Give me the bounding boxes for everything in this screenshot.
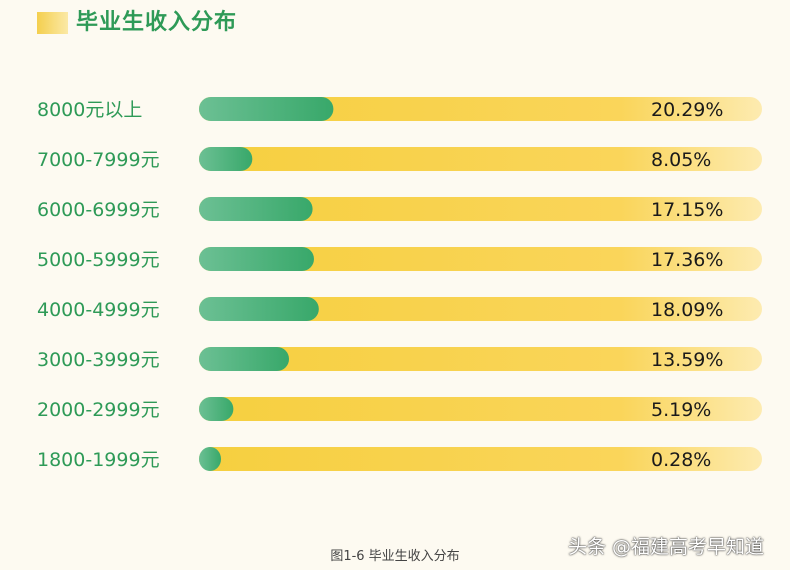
value-label: 17.36% [651, 249, 723, 271]
chart-title: 毕业生收入分布 [76, 10, 238, 35]
value-label: 17.15% [651, 199, 723, 221]
bar-fill [199, 297, 319, 321]
value-label: 18.09% [651, 299, 723, 321]
value-label: 8.05% [651, 149, 711, 171]
category-label: 4000-4999元 [37, 299, 160, 321]
category-label: 2000-2999元 [37, 399, 160, 421]
bar-fill [199, 147, 253, 171]
category-label: 8000元以上 [37, 99, 142, 121]
category-label: 7000-7999元 [37, 149, 160, 171]
category-label: 6000-6999元 [37, 199, 160, 221]
bar-track [199, 347, 762, 371]
bar-track [199, 397, 762, 421]
bar-fill [199, 347, 290, 371]
category-label: 1800-1999元 [37, 449, 160, 471]
value-label: 20.29% [651, 99, 723, 121]
bar-track [199, 247, 762, 271]
bar-track [199, 297, 762, 321]
title-marker [37, 12, 68, 34]
value-label: 0.28% [651, 449, 711, 471]
category-label: 5000-5999元 [37, 249, 160, 271]
bar-fill [199, 447, 221, 471]
bar-fill [199, 397, 234, 421]
figure-caption: 图1-6 毕业生收入分布 [330, 549, 460, 564]
bar-fill [199, 97, 334, 121]
value-label: 5.19% [651, 399, 711, 421]
bar-track [199, 197, 762, 221]
watermark: 头条 @福建高考早知道 [568, 536, 765, 558]
bar-track [199, 447, 762, 471]
bar-track [199, 97, 762, 121]
bar-fill [199, 197, 313, 221]
bar-fill [199, 247, 314, 271]
category-label: 3000-3999元 [37, 349, 160, 371]
value-label: 13.59% [651, 349, 723, 371]
bar-track [199, 147, 762, 171]
